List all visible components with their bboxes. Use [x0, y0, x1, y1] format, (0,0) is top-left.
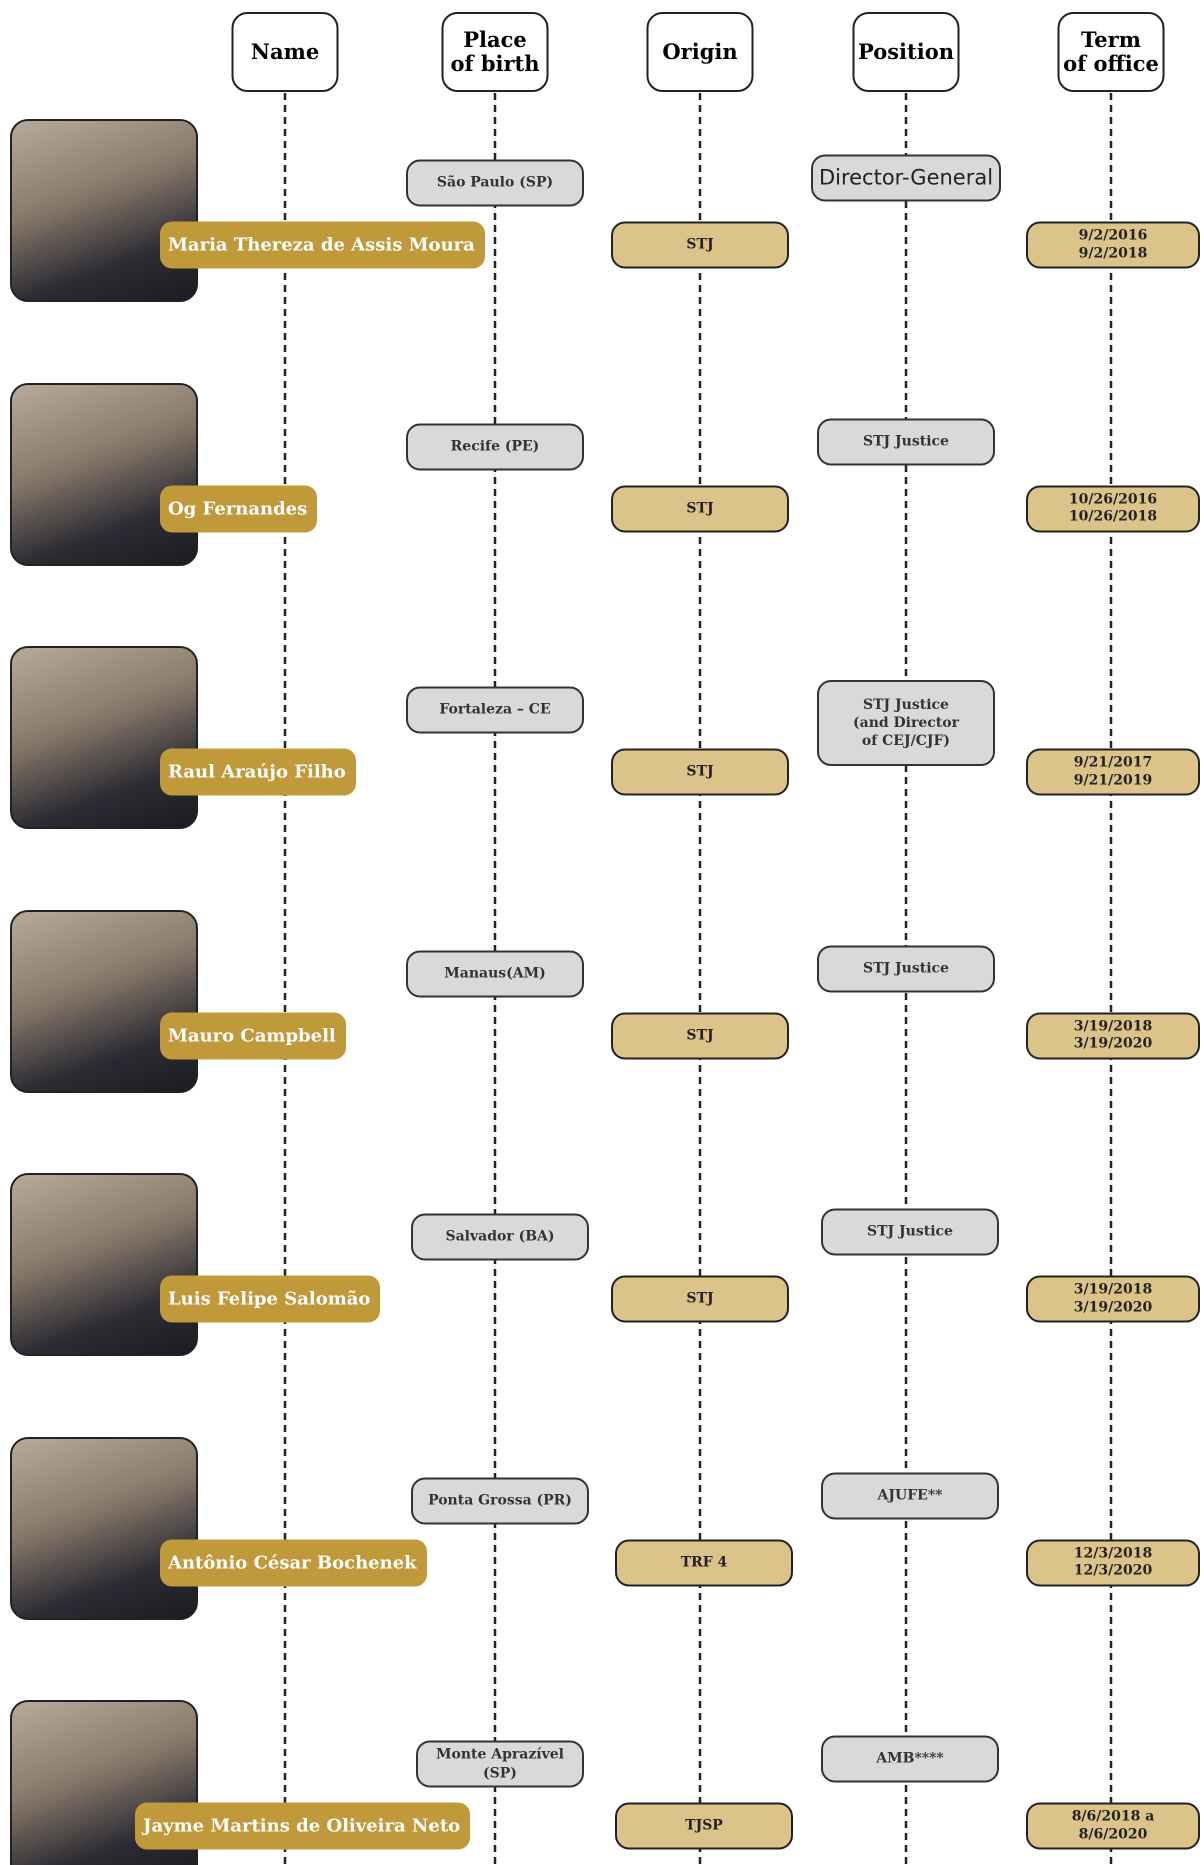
origin-pill: STJ [611, 485, 789, 532]
photo [10, 382, 198, 566]
term-date: 3/19/2018 [1073, 1018, 1153, 1034]
photo [10, 1173, 198, 1356]
term-date: 8/6/2018 a [1071, 1808, 1155, 1825]
position-pill: Director-General [811, 154, 1001, 202]
term-date: 8/6/2020 [1078, 1826, 1148, 1842]
name-label: Mauro Campbell [160, 1012, 346, 1059]
origin-pill: STJ [611, 221, 789, 269]
term-date: 12/3/2018 [1073, 1545, 1153, 1561]
name-label: Og Fernandes [160, 485, 318, 532]
position-pill: AMB**** [821, 1735, 999, 1783]
term-date: 10/26/2018 [1068, 508, 1158, 525]
column-header: Term of office [1057, 12, 1165, 92]
photo [10, 646, 198, 829]
photo [10, 1436, 198, 1620]
position-pill: STJ Justice [817, 418, 995, 465]
position-pill: STJ Justice (and Director of CEJ/CJF) [817, 680, 995, 766]
birthplace-pill: Manaus(AM) [406, 950, 584, 997]
origin-pill: STJ [611, 1275, 789, 1323]
name-label: Raul Araújo Filho [160, 748, 356, 796]
birthplace-pill: Salvador (BA) [411, 1213, 589, 1261]
position-pill: AJUFE** [821, 1472, 999, 1519]
birthplace-pill: Fortaleza – CE [406, 686, 584, 734]
birthplace-pill: São Paulo (SP) [406, 159, 584, 207]
photo [10, 119, 198, 302]
term-pill: 9/21/2017 9/21/2019 [1026, 748, 1200, 796]
term-date: 10/26/2016 [1068, 491, 1158, 507]
term-date: 12/3/2020 [1073, 1562, 1153, 1579]
term-date: 3/19/2020 [1073, 1299, 1153, 1315]
name-label: Antônio César Bochenek [160, 1539, 427, 1586]
birthplace-pill: Recife (PE) [406, 423, 584, 470]
name-label: Maria Thereza de Assis Moura [160, 221, 485, 269]
term-pill: 9/2/2016 9/2/2018 [1026, 221, 1200, 269]
term-date: 9/2/2016 [1078, 227, 1148, 244]
term-date: 3/19/2020 [1073, 1035, 1153, 1052]
position-pill: STJ Justice [817, 945, 995, 992]
origin-pill: TRF 4 [615, 1539, 793, 1586]
birthplace-pill: Ponta Grossa (PR) [411, 1477, 589, 1524]
term-date: 9/21/2019 [1073, 772, 1153, 788]
column-header: Origin [646, 12, 754, 92]
origin-pill: STJ [611, 1012, 789, 1059]
name-label: Jayme Martins de Oliveira Neto [135, 1802, 471, 1850]
term-date: 9/21/2017 [1073, 754, 1153, 771]
term-pill: 10/26/2016 10/26/2018 [1026, 485, 1200, 532]
name-label: Luis Felipe Salomão [160, 1275, 381, 1323]
birthplace-pill: Monte Aprazível (SP) [416, 1740, 584, 1788]
column-header: Place of birth [441, 12, 549, 92]
term-pill: 3/19/2018 3/19/2020 [1026, 1012, 1200, 1059]
column-header: Name [231, 12, 339, 92]
origin-pill: STJ [611, 748, 789, 796]
term-pill: 12/3/2018 12/3/2020 [1026, 1539, 1200, 1586]
column-header: Position [852, 12, 960, 92]
term-date: 3/19/2018 [1073, 1281, 1153, 1298]
term-date: 9/2/2018 [1078, 245, 1148, 261]
origin-pill: TJSP [615, 1802, 793, 1850]
photo [10, 909, 198, 1093]
term-pill: 8/6/2018 a 8/6/2020 [1026, 1802, 1200, 1850]
position-pill: STJ Justice [821, 1208, 999, 1256]
term-pill: 3/19/2018 3/19/2020 [1026, 1275, 1200, 1323]
